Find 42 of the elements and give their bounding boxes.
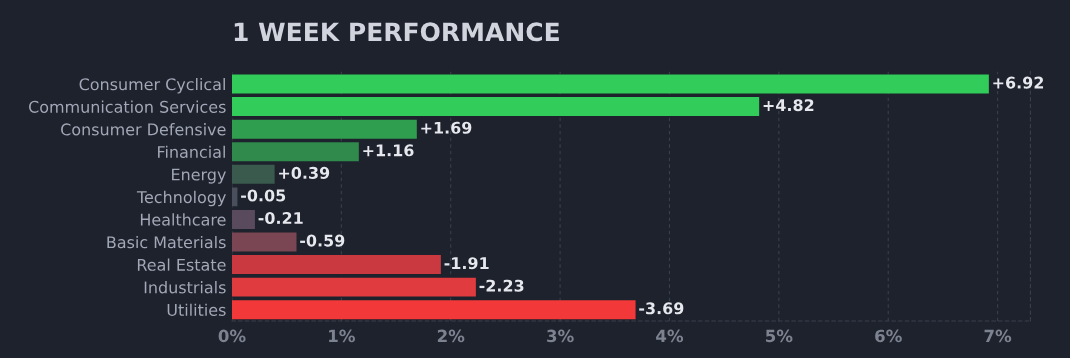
y-tick-label: Healthcare [140, 213, 226, 226]
y-tick-label: Communication Services [29, 100, 226, 113]
y-tick-label: Basic Materials [107, 235, 226, 249]
bar [231, 119, 417, 139]
data-label: +4.82 [763, 99, 814, 112]
bar [231, 232, 297, 252]
data-label: -2.23 [479, 279, 524, 292]
y-tick-label: Utilities [167, 303, 226, 316]
data-label: -1.91 [444, 257, 489, 270]
data-label: +1.69 [421, 121, 472, 134]
bar [231, 164, 275, 184]
chart-title: 1 WEEK PERFORMANCE [234, 22, 559, 42]
y-tick-label: Technology [136, 190, 226, 207]
x-tick-label: 6% [875, 329, 902, 343]
x-tick-label: 4% [656, 329, 684, 343]
y-tick-label: Industrials [144, 281, 226, 294]
bar [231, 300, 636, 320]
x-tick-label: 2% [437, 329, 465, 343]
y-tick-label: Consumer Defensive [61, 123, 226, 136]
data-label: -0.59 [300, 234, 345, 247]
x-tick-label: 7% [984, 329, 1012, 343]
bar [231, 277, 476, 297]
data-label: +1.16 [363, 144, 414, 157]
y-tick-label: Financial [158, 145, 225, 159]
data-label: -3.69 [639, 302, 684, 315]
bar [231, 97, 760, 117]
y-tick-label: Real Estate [137, 258, 226, 271]
bar [231, 142, 359, 162]
data-label: +6.92 [993, 76, 1044, 89]
x-tick-label: 0% [218, 329, 246, 343]
bar [231, 209, 255, 229]
x-tick-label: 1% [329, 329, 355, 343]
data-label: -0.21 [258, 211, 303, 225]
y-tick-label: Energy [172, 168, 226, 184]
x-tick-label: 3% [547, 329, 574, 343]
x-tick-label: 5% [765, 329, 793, 343]
bar [231, 255, 441, 275]
bar [231, 74, 989, 94]
y-tick-label: Consumer Cyclical [79, 77, 225, 94]
data-label: -0.05 [241, 189, 286, 202]
data-label: +0.39 [279, 166, 330, 179]
bar [231, 187, 238, 207]
